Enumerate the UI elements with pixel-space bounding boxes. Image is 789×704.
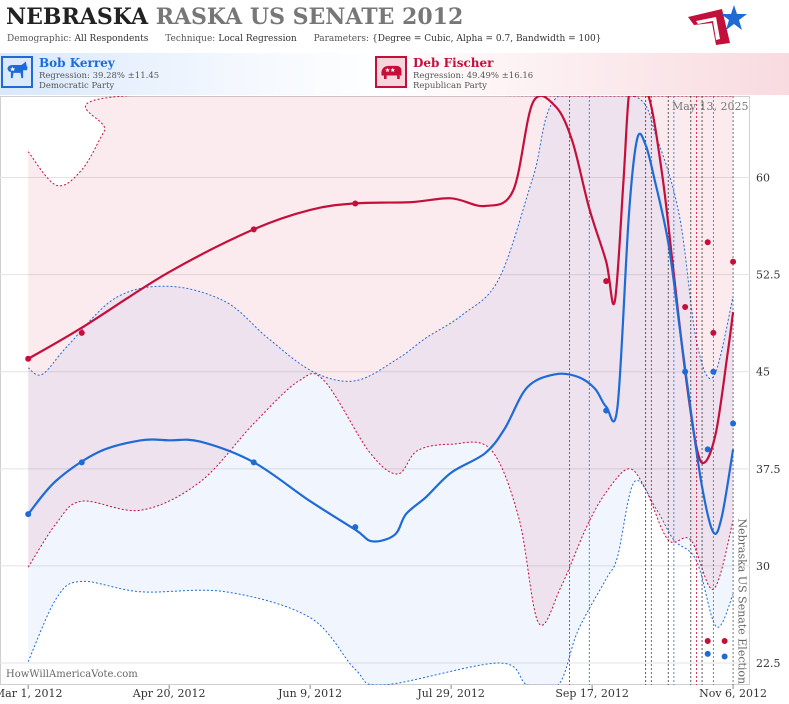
candidate-name-dem: Bob Kerrey (39, 56, 115, 70)
logo-white-stripe (696, 17, 720, 40)
poll-point (730, 420, 737, 427)
poll-point (704, 650, 711, 657)
poll-point (352, 200, 359, 207)
y-tick-label: 52.5 (756, 269, 781, 282)
poll-point (710, 329, 717, 336)
param-key-parameters: Parameters: (313, 34, 370, 44)
axis-layer: 22.5 30 37.5 45 52.5 60 Mar 1, 2012 Apr 20, 201… (0, 172, 781, 700)
param-value-demographic: All Respondents (74, 34, 149, 44)
regression-dem: Regression: 39.28% ±11.45 (39, 71, 160, 81)
x-tick-label: Mar 1, 2012 (0, 687, 62, 700)
poll-point (250, 226, 257, 233)
party-rep: Republican Party (413, 81, 487, 91)
poll-point (78, 459, 85, 466)
param-key-technique: Technique: (165, 34, 216, 44)
grid-layer (0, 96, 750, 685)
poll-point (682, 368, 689, 375)
band-upper-edge (27, 96, 734, 382)
poll-point (25, 355, 32, 362)
y-tick-label: 60 (756, 172, 770, 185)
elephant-icon (375, 56, 407, 88)
donkey-icon (1, 56, 33, 88)
x-tick-label: Nov 6, 2012 (699, 687, 767, 700)
band-upper-edge (27, 96, 734, 187)
param-value-technique: Local Regression (218, 34, 297, 44)
candidate-panel-republican: Deb Fischer Regression: 49.49% ±16.16 Re… (374, 53, 789, 95)
logo-blue-star (721, 5, 747, 30)
poll-point (730, 258, 737, 265)
point-layer (25, 200, 737, 660)
election-day-label: Nebraska US Senate Election (735, 518, 749, 685)
poll-point (710, 368, 717, 375)
poll-point (352, 524, 359, 531)
poll-point (704, 637, 711, 644)
poll-point (704, 446, 711, 453)
y-tick-label: 30 (756, 560, 770, 573)
confidence-band (28, 96, 734, 685)
trend-line (27, 132, 735, 543)
poll-point (721, 637, 728, 644)
poll-point (250, 459, 257, 466)
chart-title: NEBRASKA RASKA US SENATE 2012 (6, 4, 463, 30)
x-tick-label: Apr 20, 2012 (132, 687, 206, 700)
y-tick-label: 37.5 (756, 463, 781, 476)
poll-point (603, 278, 610, 285)
poll-point (603, 407, 610, 414)
trend-layer (27, 96, 735, 543)
param-key-demographic: Demographic: (7, 34, 72, 44)
poll-point (704, 239, 711, 246)
band-layer (27, 96, 734, 685)
poll-point (78, 329, 85, 336)
x-tick-label: Jul 29, 2012 (416, 687, 485, 700)
logo-red-chevron (688, 9, 730, 45)
chart-header: NEBRASKA RASKA US SENATE 2012 Demographi… (0, 0, 789, 50)
param-value-parameters: {Degree = Cubic, Alpha = 0.7, Bandwidth … (372, 34, 602, 44)
date-stamp: May 13, 2025 (672, 100, 749, 113)
title-state: NEBRASKA (6, 4, 149, 30)
poll-point (25, 511, 32, 518)
poll-point (721, 653, 728, 660)
poll-point (682, 304, 689, 311)
y-tick-label: 22.5 (756, 657, 781, 670)
plot-frame (0, 96, 750, 685)
y-tick-label: 45 (756, 366, 770, 379)
x-tick-label: Jun 9, 2012 (277, 687, 342, 700)
candidate-panel-democrat: Bob Kerrey Regression: 39.28% ±11.45 Dem… (0, 53, 395, 95)
site-logo (688, 5, 747, 45)
parameters-line: Demographic: All Respondents Technique: Lo… (7, 34, 615, 44)
confidence-band (28, 96, 734, 626)
watermark: HowWillAmericaVote.com (6, 669, 138, 680)
party-dem: Democratic Party (39, 81, 115, 91)
regression-rep: Regression: 49.49% ±16.16 (413, 71, 534, 81)
title-race: RASKA US SENATE 2012 (155, 4, 464, 30)
band-lower-edge (27, 479, 734, 685)
candidate-name-rep: Deb Fischer (413, 56, 494, 70)
x-tick-label: Sep 17, 2012 (555, 687, 629, 700)
